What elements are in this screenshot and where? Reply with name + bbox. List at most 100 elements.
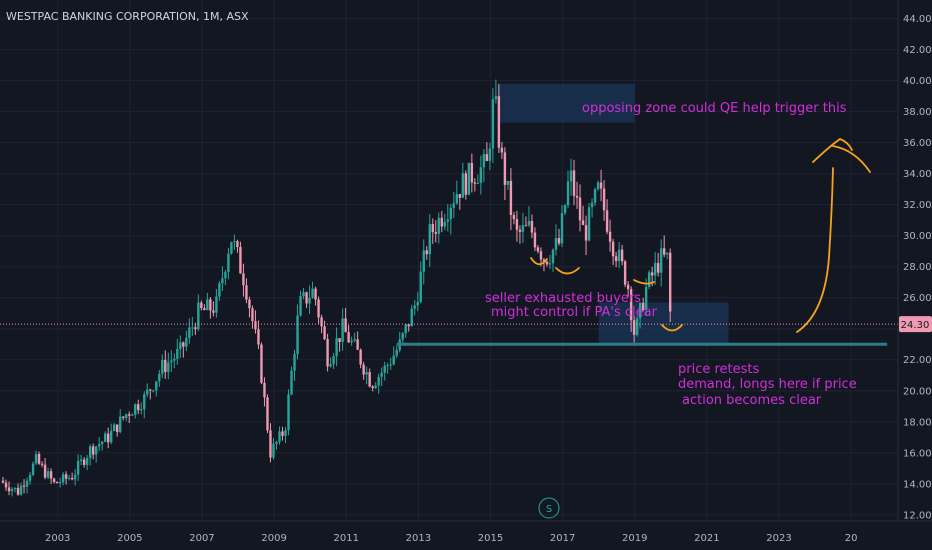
opposing-zone-box[interactable] xyxy=(497,83,635,123)
candle-body xyxy=(587,207,591,241)
candle-body xyxy=(79,459,83,462)
candle-body xyxy=(122,416,125,418)
candle-body xyxy=(458,194,462,198)
x-tick-label: 2019 xyxy=(622,533,647,544)
candle-body xyxy=(404,324,407,334)
candle-body xyxy=(37,453,41,464)
candle-body xyxy=(434,232,437,234)
candle-body xyxy=(530,220,534,233)
y-tick-label: 28.00 xyxy=(903,262,932,273)
candle-body xyxy=(116,424,119,433)
candle-body xyxy=(413,305,416,309)
candle-body xyxy=(137,404,140,411)
candle-body xyxy=(611,241,615,257)
candle-body xyxy=(161,359,164,374)
candle-body xyxy=(635,318,639,335)
candle-body xyxy=(401,333,404,340)
candle-body xyxy=(662,248,666,255)
candle-body xyxy=(665,252,669,255)
candle-body xyxy=(524,225,528,227)
projection-arrow[interactable] xyxy=(796,137,871,333)
candle-body xyxy=(4,482,8,488)
y-tick-label: 12.00 xyxy=(903,510,932,521)
candle-body xyxy=(509,180,513,215)
annotation-action-clear: action becomes clear xyxy=(682,393,822,408)
candle-body xyxy=(470,162,474,183)
candle-body xyxy=(437,217,440,234)
candles-layer xyxy=(1,79,672,497)
s-circle-icon[interactable] xyxy=(538,497,560,519)
y-tick-label: 42.00 xyxy=(903,45,932,56)
candle-body xyxy=(614,256,618,262)
y-tick-label: 26.00 xyxy=(903,293,932,304)
candle-body xyxy=(152,390,155,392)
candle-body xyxy=(206,299,209,311)
candle-body xyxy=(143,394,146,410)
candle-body xyxy=(167,362,170,373)
candle-body xyxy=(581,220,585,226)
candle-body xyxy=(103,433,107,442)
candle-body xyxy=(410,308,413,327)
candle-body xyxy=(158,373,161,382)
candle-body xyxy=(260,344,263,383)
candle-body xyxy=(527,220,531,226)
candle-body xyxy=(332,356,335,365)
x-tick-label: 2015 xyxy=(478,533,503,544)
candle-body xyxy=(314,288,317,300)
x-tick-label: 2007 xyxy=(189,533,214,544)
candle-body xyxy=(644,286,648,310)
annotation-price-retests: price retests xyxy=(678,362,760,377)
candle-body xyxy=(176,348,179,359)
candle-body xyxy=(557,238,561,244)
candle-body xyxy=(278,431,281,442)
candle-body xyxy=(494,96,498,100)
candle-body xyxy=(605,210,609,232)
candle-body xyxy=(203,308,206,311)
bracket-marks xyxy=(530,257,683,332)
candle-body xyxy=(350,340,353,343)
x-tick-label: 2017 xyxy=(550,533,575,544)
candle-body xyxy=(134,404,137,415)
candle-body xyxy=(563,205,567,214)
candle-body xyxy=(476,182,480,184)
candle-body xyxy=(55,481,59,484)
candle-body xyxy=(254,321,257,330)
candle-body xyxy=(632,320,636,335)
demand-zone-box[interactable] xyxy=(598,302,729,345)
candle-body xyxy=(263,382,266,398)
annotation-seller-exhausted: seller exhausted buyers xyxy=(485,291,641,306)
candle-body xyxy=(194,327,197,330)
candle-body xyxy=(320,317,323,327)
candle-body xyxy=(482,154,486,168)
candle-body xyxy=(94,446,98,455)
candle-body xyxy=(170,360,173,363)
candle-body xyxy=(641,302,645,310)
zones-layer xyxy=(497,83,729,345)
candle-body xyxy=(293,353,296,371)
candle-body xyxy=(200,302,203,309)
y-tick-label: 14.00 xyxy=(903,479,932,490)
candle-body xyxy=(248,299,251,309)
candle-body xyxy=(302,292,305,297)
candle-body xyxy=(10,488,14,492)
candle-body xyxy=(82,459,86,465)
candle-body xyxy=(335,338,338,357)
candle-body xyxy=(389,364,392,366)
candle-body xyxy=(113,424,116,431)
candle-body xyxy=(368,372,371,387)
candle-body xyxy=(100,441,104,445)
candle-body xyxy=(61,474,65,483)
candle-body xyxy=(653,262,657,276)
price-badge-label: 24.30 xyxy=(901,320,930,331)
candle-body xyxy=(473,182,477,184)
candle-body xyxy=(119,416,122,433)
candle-body xyxy=(488,148,492,161)
candle-body xyxy=(209,299,212,311)
candle-body xyxy=(16,487,20,495)
candle-body xyxy=(569,170,573,182)
candle-body xyxy=(239,247,242,274)
candle-body xyxy=(485,154,489,161)
candle-body xyxy=(422,250,425,272)
session-marker[interactable]: S xyxy=(538,497,560,519)
